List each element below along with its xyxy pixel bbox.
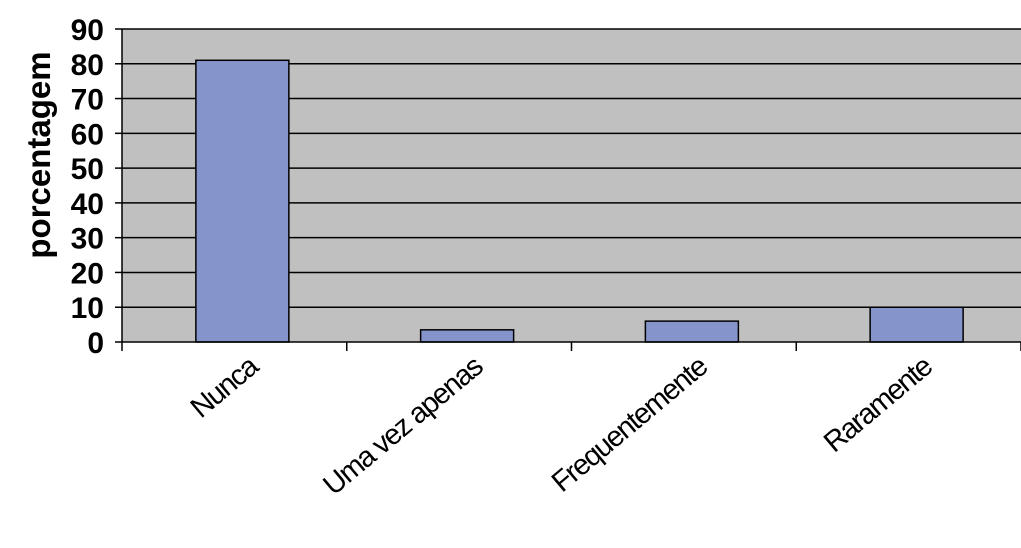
x-tick-labels: Nunca Uma vez apenas Frequentemente Raramen… (185, 349, 939, 501)
bar-uma-vez-apenas (419, 329, 515, 343)
y-tick-label: 70 (71, 84, 104, 117)
y-tick-label: 10 (71, 292, 104, 325)
bar-frequentemente (644, 320, 740, 343)
y-tick-label: 50 (71, 153, 104, 186)
x-tick-label: Raramente (818, 351, 938, 459)
y-tick-label: 40 (71, 188, 104, 221)
y-tick-label: 90 (71, 14, 104, 47)
axes (121, 29, 1021, 351)
x-tick-label: Uma vez apenas (317, 350, 489, 502)
bars (195, 59, 964, 343)
bar-raramente (869, 306, 964, 343)
y-tick-label: 0 (87, 327, 104, 360)
y-tick-label: 20 (71, 257, 104, 290)
y-tick-label: 30 (71, 223, 104, 256)
x-tick-label: Nunca (185, 349, 266, 424)
bar-nunca (195, 59, 290, 343)
x-tick-label: Frequentemente (546, 351, 714, 499)
y-tick-label: 80 (71, 49, 104, 82)
y-axis-title: porcentagem (20, 51, 57, 258)
y-tick-label: 60 (71, 118, 104, 151)
